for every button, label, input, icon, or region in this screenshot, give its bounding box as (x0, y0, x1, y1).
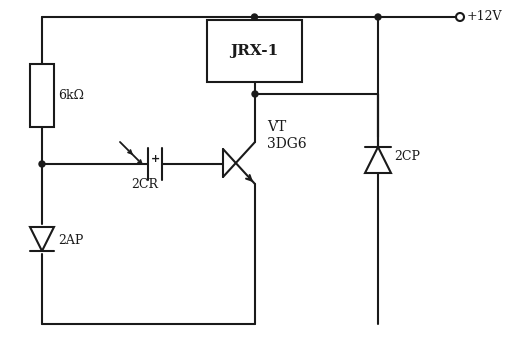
Text: 3DG6: 3DG6 (267, 137, 307, 151)
Text: VT: VT (267, 120, 286, 134)
Text: JRX-1: JRX-1 (230, 44, 279, 58)
Text: 6kΩ: 6kΩ (58, 89, 84, 102)
Text: 2AP: 2AP (58, 235, 83, 248)
Text: 2CP: 2CP (394, 150, 420, 163)
Circle shape (252, 91, 258, 97)
Polygon shape (30, 227, 54, 251)
Circle shape (39, 161, 45, 167)
Bar (30, 64, 54, 127)
Circle shape (456, 13, 464, 21)
Polygon shape (365, 147, 391, 173)
Circle shape (251, 14, 258, 20)
Text: 2CR: 2CR (131, 177, 159, 190)
Text: +: + (152, 154, 161, 164)
Text: +12V: +12V (467, 11, 502, 24)
Bar (207, 20, 302, 82)
Circle shape (375, 14, 381, 20)
